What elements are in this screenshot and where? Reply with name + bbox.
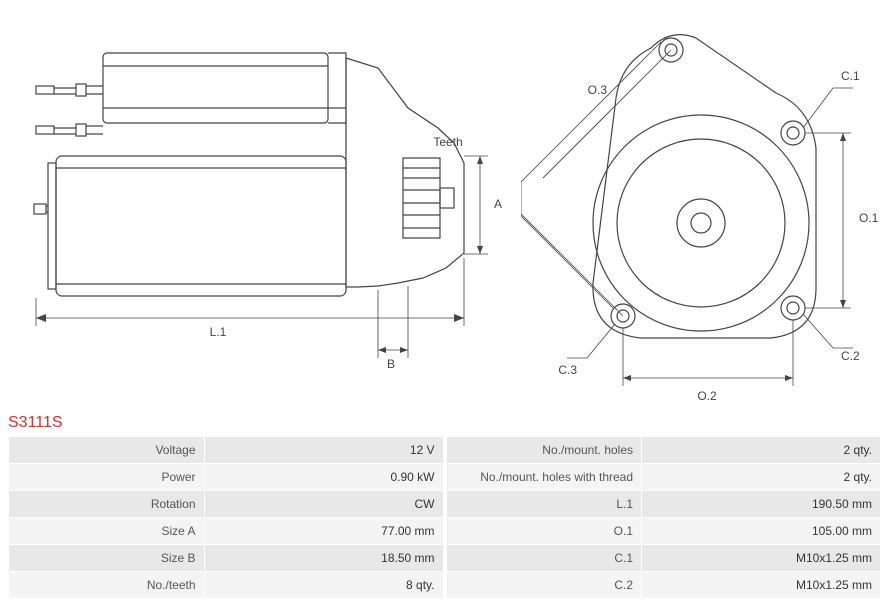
spec-value: 18.50 mm (204, 545, 443, 572)
spec-value: M10x1.25 mm (642, 545, 881, 572)
table-row: RotationCW (9, 491, 444, 518)
label-c2: C.2 (841, 349, 860, 363)
spec-label: C.2 (446, 572, 642, 599)
spec-value: 77.00 mm (204, 518, 443, 545)
spec-label: Voltage (9, 437, 205, 464)
spec-label: No./teeth (9, 572, 205, 599)
spec-value: 105.00 mm (642, 518, 881, 545)
spec-label: No./mount. holes with thread (446, 464, 642, 491)
label-c1: C.1 (841, 69, 860, 83)
table-row: No./mount. holes with thread2 qty. (446, 464, 881, 491)
spec-label: Power (9, 464, 205, 491)
spec-label: L.1 (446, 491, 642, 518)
spec-value: 2 qty. (642, 437, 881, 464)
label-c3: C.3 (558, 363, 577, 377)
spec-table-left: Voltage12 VPower0.90 kWRotationCWSize A7… (8, 436, 444, 599)
spec-value: M10x1.25 mm (642, 572, 881, 599)
table-row: Size B18.50 mm (9, 545, 444, 572)
label-o3: O.3 (588, 83, 608, 97)
spec-label: Size A (9, 518, 205, 545)
table-row: C.1M10x1.25 mm (446, 545, 881, 572)
spec-value: 2 qty. (642, 464, 881, 491)
label-teeth: Teeth (433, 135, 462, 149)
spec-value: 0.90 kW (204, 464, 443, 491)
spec-tables: Voltage12 VPower0.90 kWRotationCWSize A7… (8, 436, 881, 599)
side-view-diagram: Teeth A B L.1 (8, 8, 508, 388)
table-row: Voltage12 V (9, 437, 444, 464)
table-row: Power0.90 kW (9, 464, 444, 491)
spec-label: No./mount. holes (446, 437, 642, 464)
table-row: No./teeth8 qty. (9, 572, 444, 599)
spec-table-right: No./mount. holes2 qty.No./mount. holes w… (446, 436, 882, 599)
label-l1: L.1 (210, 325, 227, 339)
label-o1: O.1 (859, 211, 879, 225)
diagram-row: Teeth A B L.1 (8, 8, 881, 408)
table-row: L.1190.50 mm (446, 491, 881, 518)
spec-label: Size B (9, 545, 205, 572)
label-o2: O.2 (697, 389, 717, 403)
label-b: B (387, 357, 395, 371)
spec-label: Rotation (9, 491, 205, 518)
table-row: O.1105.00 mm (446, 518, 881, 545)
label-a: A (494, 197, 502, 211)
spec-value: 190.50 mm (642, 491, 881, 518)
spec-label: C.1 (446, 545, 642, 572)
part-number: S3111S (8, 414, 881, 432)
table-row: No./mount. holes2 qty. (446, 437, 881, 464)
table-row: Size A77.00 mm (9, 518, 444, 545)
spec-label: O.1 (446, 518, 642, 545)
spec-value: 12 V (204, 437, 443, 464)
mount-view-diagram: O.1 O.2 O.3 C.1 C.2 C.3 (521, 8, 881, 408)
table-row: C.2M10x1.25 mm (446, 572, 881, 599)
spec-value: 8 qty. (204, 572, 443, 599)
spec-value: CW (204, 491, 443, 518)
